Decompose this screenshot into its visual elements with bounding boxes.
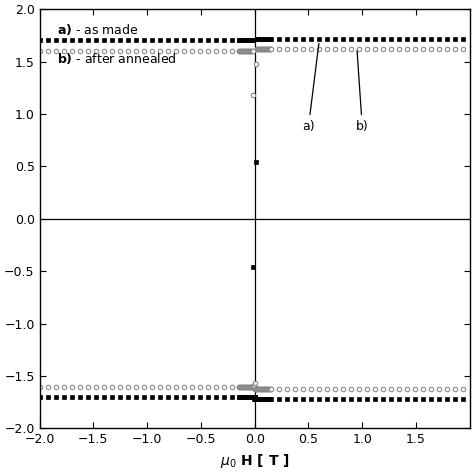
Text: b): b): [356, 51, 369, 133]
Text: $\bf{a)}$ - as made: $\bf{a)}$ - as made: [57, 22, 138, 37]
Text: $\bf{b)}$ - after annealed: $\bf{b)}$ - after annealed: [57, 51, 176, 66]
Text: a): a): [302, 43, 319, 133]
X-axis label: $\mu_{0}$ H [ T ]: $\mu_{0}$ H [ T ]: [220, 452, 290, 470]
